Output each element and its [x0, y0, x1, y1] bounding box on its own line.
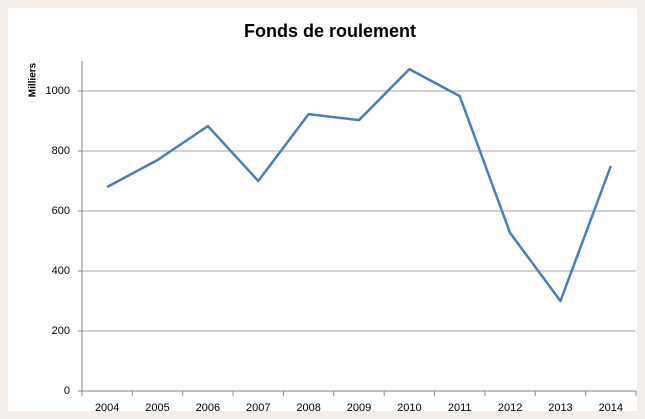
y-axis-label: Milliers: [28, 62, 39, 97]
x-tick-label: 2008: [296, 402, 320, 414]
x-tick-label: 2004: [95, 402, 119, 414]
y-tick-label: 1000: [46, 85, 70, 97]
y-tick-label: 400: [52, 265, 70, 277]
x-tick-label: 2012: [498, 402, 522, 414]
x-tick-label: 2009: [347, 402, 371, 414]
x-tick-label: 2014: [599, 402, 623, 414]
y-tick-label: 600: [52, 205, 70, 217]
chart-title: Fonds de roulement: [244, 21, 416, 41]
x-tick-label: 2005: [145, 402, 169, 414]
y-tick-label: 800: [52, 145, 70, 157]
y-tick-label: 200: [52, 325, 70, 337]
x-tick-label: 2007: [246, 402, 270, 414]
x-tick-label: 2006: [196, 402, 220, 414]
y-tick-label: 0: [64, 385, 70, 397]
data-line: [106, 67, 612, 303]
x-tick-label: 2013: [548, 402, 572, 414]
x-tick-label: 2010: [397, 402, 421, 414]
chart-panel: [8, 8, 637, 411]
x-tick-label: 2011: [448, 402, 472, 414]
